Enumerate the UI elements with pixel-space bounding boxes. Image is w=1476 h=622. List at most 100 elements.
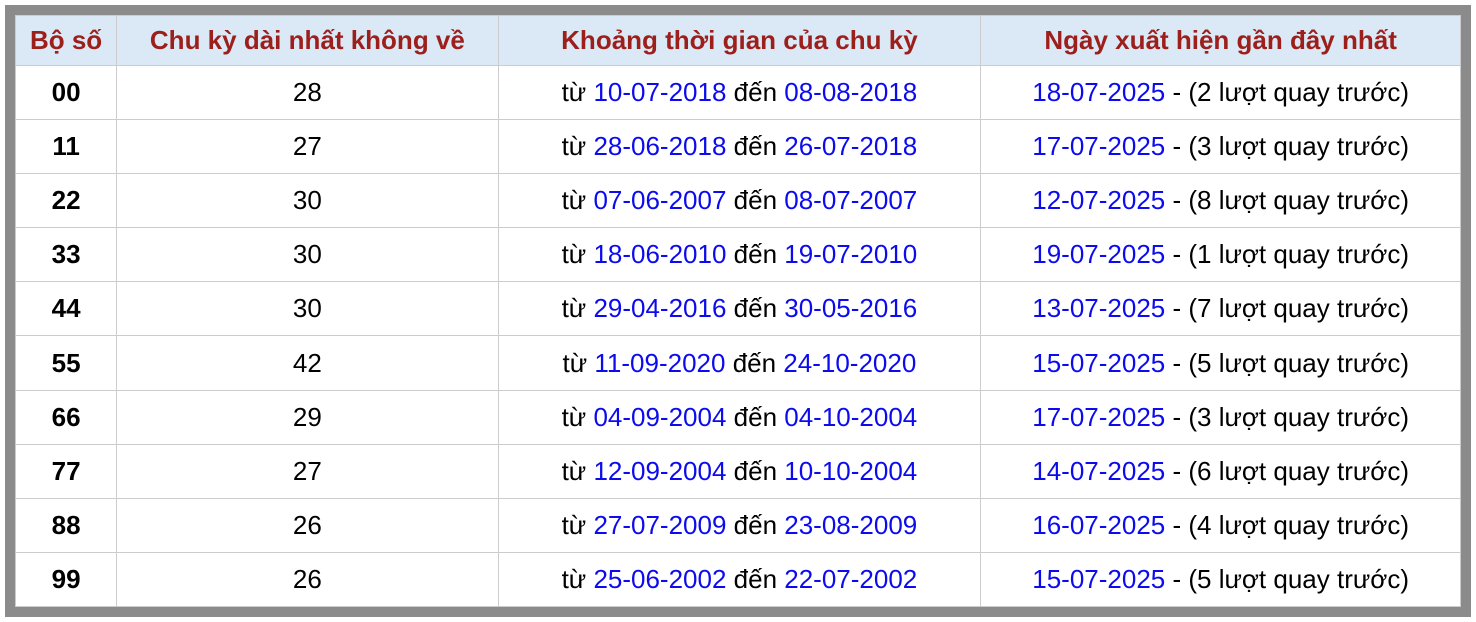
table-row: 55 42 từ 11-09-2020 đến 24-10-2020 15-07… bbox=[14, 335, 1461, 391]
pair-cell: 00 bbox=[14, 64, 118, 121]
recent-tail: - (5 lượt quay trước) bbox=[1165, 563, 1409, 594]
range-to-date-link[interactable]: 23-08-2009 bbox=[784, 509, 918, 540]
range-prefix: từ bbox=[561, 509, 594, 540]
range-from-date-link[interactable]: 25-06-2002 bbox=[593, 563, 727, 594]
recent-date-link[interactable]: 19-07-2025 bbox=[1032, 239, 1166, 270]
cycle-cell: 30 bbox=[116, 173, 499, 229]
column-header-range: Khoảng thời gian của chu kỳ bbox=[497, 15, 982, 66]
recent-date-link[interactable]: 16-07-2025 bbox=[1032, 509, 1166, 540]
pair-cell: 55 bbox=[14, 335, 118, 391]
recent-date-link[interactable]: 14-07-2025 bbox=[1032, 455, 1166, 486]
range-to-date-link[interactable]: 24-10-2020 bbox=[783, 347, 917, 378]
table-row: 11 27 từ 28-06-2018 đến 26-07-2018 17-07… bbox=[14, 119, 1461, 175]
recent-cell: 12-07-2025 - (8 lượt quay trước) bbox=[980, 173, 1461, 229]
pair-cell: 99 bbox=[14, 551, 118, 608]
cycle-cell: 26 bbox=[116, 497, 499, 553]
table-row: 33 30 từ 18-06-2010 đến 19-07-2010 19-07… bbox=[14, 227, 1461, 283]
recent-tail: - (6 lượt quay trước) bbox=[1165, 455, 1409, 486]
pair-cell: 11 bbox=[14, 119, 118, 175]
longest-cycle-table: Bộ số Chu kỳ dài nhất không về Khoảng th… bbox=[14, 15, 1461, 608]
range-from-date-link[interactable]: 12-09-2004 bbox=[593, 455, 727, 486]
range-from-date-link[interactable]: 04-09-2004 bbox=[593, 401, 727, 432]
range-to-date-link[interactable]: 19-07-2010 bbox=[784, 239, 918, 270]
cycle-cell: 28 bbox=[116, 64, 499, 121]
range-from-date-link[interactable]: 27-07-2009 bbox=[593, 509, 727, 540]
range-cell: từ 04-09-2004 đến 04-10-2004 bbox=[497, 389, 982, 445]
table-row: 44 30 từ 29-04-2016 đến 30-05-2016 13-07… bbox=[14, 281, 1461, 337]
range-from-date-link[interactable]: 07-06-2007 bbox=[593, 185, 727, 216]
recent-tail: - (2 lượt quay trước) bbox=[1165, 77, 1409, 108]
cycle-cell: 42 bbox=[116, 335, 499, 391]
range-prefix: từ bbox=[561, 77, 594, 108]
pair-cell: 33 bbox=[14, 227, 118, 283]
recent-tail: - (7 lượt quay trước) bbox=[1165, 293, 1409, 324]
table-body: 00 28 từ 10-07-2018 đến 08-08-2018 18-07… bbox=[14, 64, 1461, 608]
range-separator: đến bbox=[726, 293, 785, 324]
recent-date-link[interactable]: 17-07-2025 bbox=[1032, 401, 1166, 432]
recent-tail: - (1 lượt quay trước) bbox=[1165, 239, 1409, 270]
cycle-cell: 30 bbox=[116, 281, 499, 337]
range-to-date-link[interactable]: 04-10-2004 bbox=[784, 401, 918, 432]
range-prefix: từ bbox=[561, 131, 594, 162]
range-from-date-link[interactable]: 18-06-2010 bbox=[593, 239, 727, 270]
range-prefix: từ bbox=[562, 347, 595, 378]
recent-tail: - (8 lượt quay trước) bbox=[1165, 185, 1409, 216]
table-frame: Bộ số Chu kỳ dài nhất không về Khoảng th… bbox=[5, 5, 1471, 617]
range-to-date-link[interactable]: 30-05-2016 bbox=[784, 293, 918, 324]
recent-tail: - (5 lượt quay trước) bbox=[1165, 347, 1409, 378]
range-cell: từ 12-09-2004 đến 10-10-2004 bbox=[497, 443, 982, 499]
range-prefix: từ bbox=[561, 455, 594, 486]
range-to-date-link[interactable]: 10-10-2004 bbox=[784, 455, 918, 486]
range-separator: đến bbox=[726, 77, 785, 108]
recent-date-link[interactable]: 15-07-2025 bbox=[1032, 347, 1166, 378]
range-to-date-link[interactable]: 22-07-2002 bbox=[784, 563, 918, 594]
recent-cell: 13-07-2025 - (7 lượt quay trước) bbox=[980, 281, 1461, 337]
recent-date-link[interactable]: 13-07-2025 bbox=[1032, 293, 1166, 324]
range-cell: từ 11-09-2020 đến 24-10-2020 bbox=[497, 335, 982, 391]
range-to-date-link[interactable]: 08-08-2018 bbox=[784, 77, 918, 108]
header-row: Bộ số Chu kỳ dài nhất không về Khoảng th… bbox=[14, 15, 1461, 66]
recent-date-link[interactable]: 12-07-2025 bbox=[1032, 185, 1166, 216]
range-cell: từ 27-07-2009 đến 23-08-2009 bbox=[497, 497, 982, 553]
cycle-cell: 29 bbox=[116, 389, 499, 445]
recent-cell: 15-07-2025 - (5 lượt quay trước) bbox=[980, 335, 1461, 391]
recent-tail: - (3 lượt quay trước) bbox=[1165, 131, 1409, 162]
range-separator: đến bbox=[725, 347, 784, 378]
range-prefix: từ bbox=[561, 563, 594, 594]
range-from-date-link[interactable]: 28-06-2018 bbox=[593, 131, 727, 162]
range-cell: từ 28-06-2018 đến 26-07-2018 bbox=[497, 119, 982, 175]
recent-date-link[interactable]: 17-07-2025 bbox=[1032, 131, 1166, 162]
recent-date-link[interactable]: 18-07-2025 bbox=[1032, 77, 1166, 108]
column-header-cycle: Chu kỳ dài nhất không về bbox=[116, 15, 499, 66]
recent-date-link[interactable]: 15-07-2025 bbox=[1032, 563, 1166, 594]
range-separator: đến bbox=[726, 131, 785, 162]
range-to-date-link[interactable]: 08-07-2007 bbox=[784, 185, 918, 216]
range-separator: đến bbox=[726, 185, 785, 216]
range-from-date-link[interactable]: 10-07-2018 bbox=[593, 77, 727, 108]
table-row: 88 26 từ 27-07-2009 đến 23-08-2009 16-07… bbox=[14, 497, 1461, 553]
table-row: 00 28 từ 10-07-2018 đến 08-08-2018 18-07… bbox=[14, 64, 1461, 121]
range-from-date-link[interactable]: 11-09-2020 bbox=[594, 347, 726, 378]
recent-cell: 16-07-2025 - (4 lượt quay trước) bbox=[980, 497, 1461, 553]
cycle-cell: 26 bbox=[116, 551, 499, 608]
range-separator: đến bbox=[726, 401, 785, 432]
table-row: 22 30 từ 07-06-2007 đến 08-07-2007 12-07… bbox=[14, 173, 1461, 229]
range-from-date-link[interactable]: 29-04-2016 bbox=[593, 293, 727, 324]
range-prefix: từ bbox=[561, 293, 594, 324]
cycle-cell: 27 bbox=[116, 443, 499, 499]
pair-cell: 44 bbox=[14, 281, 118, 337]
recent-cell: 19-07-2025 - (1 lượt quay trước) bbox=[980, 227, 1461, 283]
recent-cell: 17-07-2025 - (3 lượt quay trước) bbox=[980, 389, 1461, 445]
recent-tail: - (4 lượt quay trước) bbox=[1165, 509, 1409, 540]
pair-cell: 22 bbox=[14, 173, 118, 229]
recent-cell: 15-07-2025 - (5 lượt quay trước) bbox=[980, 551, 1461, 608]
recent-tail: - (3 lượt quay trước) bbox=[1165, 401, 1409, 432]
range-to-date-link[interactable]: 26-07-2018 bbox=[784, 131, 918, 162]
range-cell: từ 29-04-2016 đến 30-05-2016 bbox=[497, 281, 982, 337]
range-cell: từ 18-06-2010 đến 19-07-2010 bbox=[497, 227, 982, 283]
range-separator: đến bbox=[726, 563, 785, 594]
recent-cell: 14-07-2025 - (6 lượt quay trước) bbox=[980, 443, 1461, 499]
pair-cell: 77 bbox=[14, 443, 118, 499]
range-separator: đến bbox=[726, 509, 785, 540]
